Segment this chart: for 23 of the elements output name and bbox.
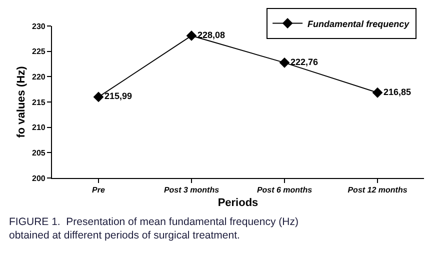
legend-label: Fundamental frequency	[308, 18, 410, 29]
y-tick-label: 220	[32, 72, 46, 82]
data-label: 216,85	[384, 86, 412, 97]
data-label: 228,08	[198, 30, 226, 40]
x-tick-label: Post 3 months	[164, 186, 220, 195]
y-tick-label: 205	[32, 148, 46, 158]
x-axis-title: Periods	[218, 196, 258, 209]
point	[93, 92, 104, 102]
point	[186, 30, 197, 41]
y-tick-label: 210	[32, 123, 46, 132]
y-tick-label: 200	[32, 174, 46, 183]
y-axis-title: fo values (Hz)	[16, 66, 28, 138]
data-label: 215,99	[104, 91, 132, 102]
point	[279, 57, 290, 68]
y-tick-label: 215	[32, 98, 46, 107]
x-tick-label: Post 6 months	[256, 186, 313, 195]
data-label: 222,76	[290, 56, 318, 67]
y-tick-label: 225	[32, 47, 46, 56]
caption: FIGURE 1. Presentation of mean fundamental frequency (Hz) obtained at different periods of surgical treatment.	[9, 216, 298, 242]
point	[372, 87, 383, 98]
x-tick-label: Pre	[92, 186, 106, 195]
y-tick-label: 230	[32, 22, 46, 31]
x-tick-label: Post 12 months	[348, 186, 408, 195]
